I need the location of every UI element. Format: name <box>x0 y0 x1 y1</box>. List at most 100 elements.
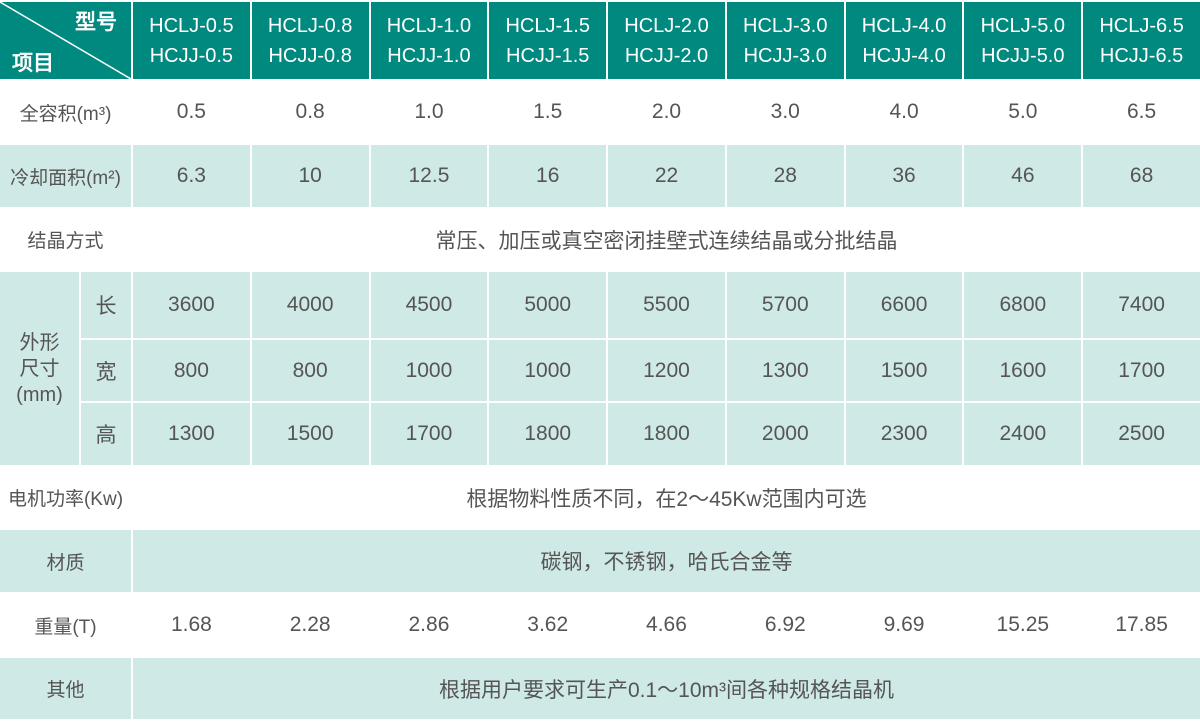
weight-cell: 2.86 <box>370 594 488 656</box>
height-cell: 1500 <box>251 403 369 465</box>
width-cell: 1000 <box>370 340 488 401</box>
model-header-cell: HCLJ-6.5 HCJJ-6.5 <box>1083 2 1200 79</box>
height-cell: 2300 <box>845 403 963 465</box>
weight-cell: 1.68 <box>133 594 250 656</box>
weight-cell: 17.85 <box>1083 594 1200 656</box>
height-cell: 2400 <box>964 403 1082 465</box>
volume-cell: 2.0 <box>608 81 725 143</box>
cooling-cell: 16 <box>489 145 607 207</box>
weight-cell: 4.66 <box>608 594 725 656</box>
model-name: HCLJ-5.0 <box>980 14 1066 37</box>
other-label: 其他 <box>0 658 131 719</box>
model-name: HCJJ-6.5 <box>1099 44 1184 67</box>
height-cell: 2000 <box>726 403 844 465</box>
model-header-label: 型号 <box>75 11 117 34</box>
model-header-cell: HCLJ-1.5 HCJJ-1.5 <box>489 2 607 79</box>
cooling-cell: 68 <box>1083 145 1200 207</box>
diagonal-line <box>0 2 131 79</box>
model-header-cell: HCLJ-5.0 HCJJ-5.0 <box>964 2 1082 79</box>
volume-cell: 0.5 <box>133 81 250 143</box>
model-name: HCJJ-1.0 <box>387 44 471 67</box>
model-header-cell: HCLJ-2.0 HCJJ-2.0 <box>608 2 725 79</box>
dimensions-label-line: 外形 <box>19 331 60 354</box>
length-cell: 3600 <box>133 272 250 338</box>
weight-cell: 6.92 <box>726 594 844 656</box>
model-name: HCLJ-2.0 <box>624 14 709 37</box>
motor-label: 电机功率(Kw) <box>0 467 131 528</box>
cooling-cell: 12.5 <box>370 145 488 207</box>
model-name: HCJJ-0.5 <box>149 44 234 67</box>
weight-cell: 15.25 <box>964 594 1082 656</box>
other-value: 根据用户要求可生产0.1～10m³间各种规格结晶机 <box>133 658 1200 719</box>
weight-cell: 3.62 <box>489 594 607 656</box>
volume-cell: 5.0 <box>964 81 1082 143</box>
length-cell: 5500 <box>608 272 725 338</box>
cooling-cell: 36 <box>845 145 963 207</box>
dimensions-label: 外形 尺寸 (mm) <box>0 272 79 465</box>
length-cell: 6800 <box>964 272 1082 338</box>
cooling-cell: 6.3 <box>133 145 250 207</box>
cooling-cell: 28 <box>726 145 844 207</box>
height-cell: 1800 <box>489 403 607 465</box>
length-cell: 4000 <box>251 272 369 338</box>
model-header-cell: HCLJ-0.8 HCJJ-0.8 <box>251 2 369 79</box>
width-cell: 1000 <box>489 340 607 401</box>
width-cell: 1500 <box>845 340 963 401</box>
dimensions-label-line: 尺寸 <box>19 357 60 380</box>
width-label: 宽 <box>81 340 131 401</box>
volume-cell: 0.8 <box>251 81 369 143</box>
volume-cell: 1.0 <box>370 81 488 143</box>
height-label: 高 <box>81 403 131 465</box>
weight-label: 重量(T) <box>0 594 131 656</box>
model-name: HCJJ-4.0 <box>862 44 946 67</box>
model-header-cell: HCLJ-1.0 HCJJ-1.0 <box>370 2 488 79</box>
length-cell: 5000 <box>489 272 607 338</box>
length-cell: 4500 <box>370 272 488 338</box>
crystal-label: 结晶方式 <box>0 209 131 270</box>
volume-cell: 4.0 <box>845 81 963 143</box>
weight-cell: 2.28 <box>251 594 369 656</box>
motor-value: 根据物料性质不同，在2～45Kw范围内可选 <box>133 467 1200 528</box>
cooling-cell: 22 <box>608 145 725 207</box>
model-name: HCLJ-1.5 <box>505 14 590 37</box>
length-cell: 5700 <box>726 272 844 338</box>
width-cell: 1300 <box>726 340 844 401</box>
model-name: HCLJ-3.0 <box>743 14 828 37</box>
volume-cell: 1.5 <box>489 81 607 143</box>
length-label: 长 <box>81 272 131 338</box>
model-name: HCLJ-4.0 <box>861 14 947 37</box>
weight-cell: 9.69 <box>845 594 963 656</box>
height-cell: 1700 <box>370 403 488 465</box>
height-cell: 1300 <box>133 403 250 465</box>
item-header-label: 项目 <box>12 52 54 75</box>
width-cell: 800 <box>133 340 250 401</box>
width-cell: 800 <box>251 340 369 401</box>
model-header-cell: HCLJ-0.5 HCJJ-0.5 <box>133 2 250 79</box>
model-name: HCLJ-0.5 <box>149 14 234 37</box>
volume-label: 全容积(m³) <box>0 81 131 143</box>
height-cell: 2500 <box>1083 403 1200 465</box>
model-name: HCJJ-2.0 <box>624 44 709 67</box>
dimensions-label-line: (mm) <box>16 383 63 406</box>
volume-cell: 6.5 <box>1083 81 1200 143</box>
model-header-cell: HCLJ-3.0 HCJJ-3.0 <box>726 2 844 79</box>
length-cell: 6600 <box>845 272 963 338</box>
material-value: 碳钢，不锈钢，哈氏合金等 <box>133 530 1200 592</box>
model-name: HCLJ-1.0 <box>386 14 472 37</box>
model-name: HCJJ-1.5 <box>506 44 590 67</box>
model-name: HCJJ-3.0 <box>743 44 827 67</box>
material-label: 材质 <box>0 530 131 592</box>
corner-header: 型号 项目 <box>0 2 131 79</box>
crystal-value: 常压、加压或真空密闭挂壁式连续结晶或分批结晶 <box>133 209 1200 270</box>
cooling-cell: 10 <box>251 145 369 207</box>
height-cell: 1800 <box>608 403 725 465</box>
model-header-cell: HCLJ-4.0 HCJJ-4.0 <box>845 2 963 79</box>
cooling-cell: 46 <box>964 145 1082 207</box>
width-cell: 1600 <box>964 340 1082 401</box>
model-name: HCLJ-6.5 <box>1099 14 1184 37</box>
length-cell: 7400 <box>1083 272 1200 338</box>
model-name: HCJJ-5.0 <box>981 44 1065 67</box>
cooling-label: 冷却面积(m²) <box>0 145 131 207</box>
width-cell: 1200 <box>608 340 725 401</box>
